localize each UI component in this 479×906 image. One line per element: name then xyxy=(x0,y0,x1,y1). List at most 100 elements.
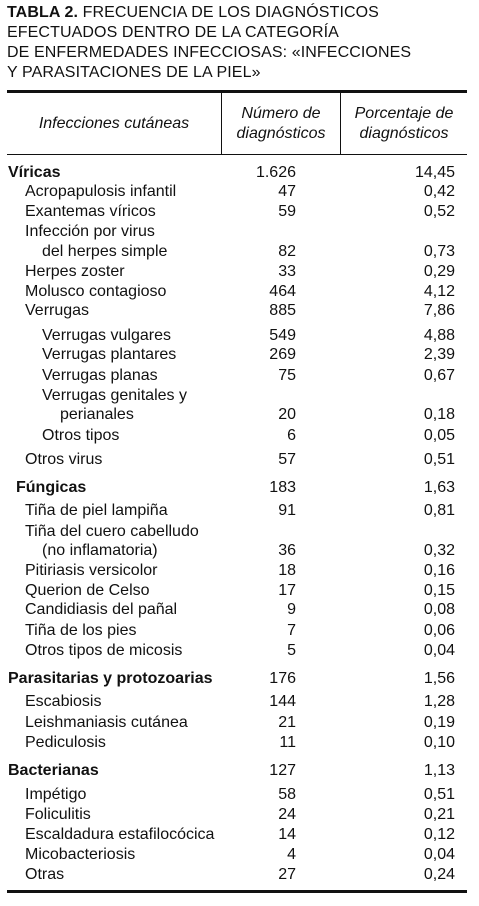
diagnosis-percentage: 0,10 xyxy=(423,734,455,751)
diagnosis-count: 464 xyxy=(269,283,296,300)
diagnosis-percentage: 0,12 xyxy=(423,826,455,843)
table-row: Tiña de los pies 7 0,06 xyxy=(0,621,479,641)
diagnosis-percentage: 0,15 xyxy=(423,582,455,599)
table-row: Herpes zoster 33 0,29 xyxy=(0,262,479,282)
row-label: Otros virus xyxy=(25,451,103,468)
table-top-rule xyxy=(7,90,467,93)
table-row: Querion de Celso 17 0,15 xyxy=(0,581,479,601)
row-label: Verrugas genitales y xyxy=(42,387,187,404)
category-label: Víricas xyxy=(8,164,61,181)
table-row: Verrugas 885 7,86 xyxy=(0,301,479,321)
row-label: Otros tipos xyxy=(42,427,120,444)
diagnosis-count: 5 xyxy=(287,642,296,659)
diagnosis-count: 7 xyxy=(287,622,296,639)
diagnosis-count: 269 xyxy=(269,346,296,363)
table-row: Otros tipos 6 0,05 xyxy=(0,426,479,446)
row-label: Verrugas plantares xyxy=(42,346,177,363)
diagnosis-percentage: 1,56 xyxy=(423,670,455,687)
table-row: Micobacteriosis 4 0,04 xyxy=(0,845,479,865)
row-label: Foliculitis xyxy=(25,806,91,823)
diagnosis-percentage: 0,16 xyxy=(423,562,455,579)
row-label: Acropapulosis infantil xyxy=(25,183,177,200)
table-row: Otros virus 57 0,51 xyxy=(0,450,479,470)
header-col2-line1: Número de xyxy=(241,104,321,122)
diagnosis-percentage: 0,29 xyxy=(423,263,455,280)
table-row: Exantemas víricos 59 0,52 xyxy=(0,202,479,222)
row-label: Molusco contagioso xyxy=(25,283,167,300)
category-row: Bacterianas 127 1,13 xyxy=(0,761,479,781)
diagnosis-count: 9 xyxy=(287,601,296,618)
row-label: Verrugas xyxy=(25,302,90,319)
table-row: Acropapulosis infantil 47 0,42 xyxy=(0,182,479,202)
row-label: Tiña de piel lampiña xyxy=(25,502,168,519)
caption-line-3: DE ENFERMEDADES INFECCIOSAS: «INFECCIONE… xyxy=(7,44,412,61)
diagnosis-count: 58 xyxy=(278,786,296,803)
caption-line-1: FRECUENCIA DE LOS DIAGNÓSTICOS xyxy=(78,4,379,21)
header-col1-text: Infecciones cutáneas xyxy=(38,114,190,132)
header-col3-line1: Porcentaje de xyxy=(354,104,454,122)
row-label: Impétigo xyxy=(25,786,87,803)
row-label: del herpes simple xyxy=(42,243,168,260)
diagnosis-percentage: 0,19 xyxy=(423,714,455,731)
row-label: Herpes zoster xyxy=(25,263,125,280)
table-row: del herpes simple 82 0,73 xyxy=(0,242,479,262)
table-row: Verrugas planas 75 0,67 xyxy=(0,366,479,386)
table-number: TABLA 2. xyxy=(7,4,79,21)
header-porcentaje: Porcentaje de diagnósticos xyxy=(341,93,467,154)
diagnosis-percentage: 0,32 xyxy=(423,542,455,559)
diagnosis-percentage: 1,63 xyxy=(423,479,455,496)
diagnosis-percentage: 0,73 xyxy=(423,243,455,260)
diagnosis-percentage: 1,13 xyxy=(423,762,455,779)
row-label: Verrugas planas xyxy=(42,367,158,384)
category-label: Bacterianas xyxy=(8,762,99,779)
header-divider-1 xyxy=(221,93,222,154)
diagnosis-count: 24 xyxy=(278,806,296,823)
diagnosis-count: 17 xyxy=(278,582,296,599)
diagnosis-percentage: 0,04 xyxy=(423,846,455,863)
row-label: perianales xyxy=(60,406,134,423)
diagnosis-count: 11 xyxy=(279,734,296,751)
caption-line-4: Y PARASITACIONES DE LA PIEL» xyxy=(7,64,261,81)
row-label: Escabiosis xyxy=(25,693,102,710)
diagnosis-count: 36 xyxy=(278,542,296,559)
table-row: (no inflamatoria) 36 0,32 xyxy=(0,541,479,561)
diagnosis-count: 885 xyxy=(269,302,296,319)
category-label: Parasitarias y protozoarias xyxy=(8,670,213,687)
row-label: Otros tipos de micosis xyxy=(25,642,183,659)
diagnosis-count: 4 xyxy=(287,846,296,863)
diagnosis-count: 57 xyxy=(278,451,296,468)
diagnosis-percentage: 0,51 xyxy=(423,786,455,803)
diagnosis-percentage: 1,28 xyxy=(423,693,455,710)
table-row: Pitiriasis versicolor 18 0,16 xyxy=(0,561,479,581)
table-row: Tiña de piel lampiña 91 0,81 xyxy=(0,501,479,521)
row-label: Infección por virus xyxy=(25,223,155,240)
header-numero: Número de diagnósticos xyxy=(222,93,340,154)
diagnosis-percentage: 0,06 xyxy=(423,622,455,639)
diagnosis-count: 91 xyxy=(278,502,296,519)
table-row: Infección por virus xyxy=(0,222,479,242)
table-row: Verrugas vulgares 549 4,88 xyxy=(0,326,479,346)
diagnosis-percentage: 0,18 xyxy=(423,406,455,423)
diagnosis-count: 183 xyxy=(269,479,296,496)
diagnosis-percentage: 0,42 xyxy=(423,183,455,200)
diagnosis-count: 127 xyxy=(269,762,296,779)
table-row: Otras 27 0,24 xyxy=(0,865,479,885)
header-infecciones: Infecciones cutáneas xyxy=(7,93,221,154)
diagnosis-percentage: 4,88 xyxy=(423,327,455,344)
row-label: Micobacteriosis xyxy=(25,846,136,863)
diagnosis-percentage: 4,12 xyxy=(423,283,455,300)
diagnosis-percentage: 14,45 xyxy=(414,164,455,181)
diagnosis-percentage: 0,52 xyxy=(423,203,455,220)
header-col3-line2: diagnósticos xyxy=(359,124,449,142)
table-row: Molusco contagioso 464 4,12 xyxy=(0,282,479,302)
table-row: Escabiosis 144 1,28 xyxy=(0,692,479,712)
table-row: Verrugas genitales y xyxy=(0,386,479,406)
diagnosis-percentage: 0,04 xyxy=(423,642,455,659)
diagnosis-percentage: 0,81 xyxy=(423,502,455,519)
diagnosis-percentage: 0,05 xyxy=(423,427,455,444)
diagnosis-percentage: 0,51 xyxy=(423,451,455,468)
diagnosis-percentage: 0,67 xyxy=(423,367,455,384)
row-label: Exantemas víricos xyxy=(25,203,156,220)
table-caption: TABLA 2. FRECUENCIA DE LOS DIAGNÓSTICOS … xyxy=(7,3,475,83)
diagnosis-count: 549 xyxy=(269,327,296,344)
